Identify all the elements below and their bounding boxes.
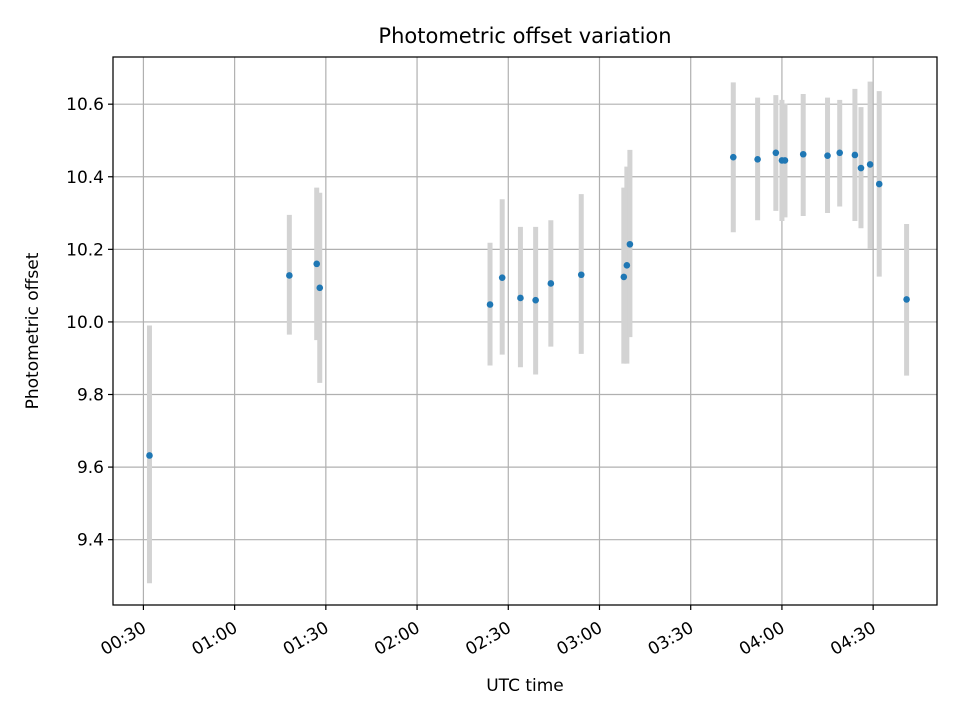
data-point — [486, 301, 494, 308]
data-point — [866, 161, 874, 168]
y-tick-label: 9.4 — [77, 531, 104, 551]
plot-frame — [112, 56, 938, 606]
data-point — [799, 150, 807, 158]
data-point — [498, 274, 506, 281]
y-tick-label: 10.2 — [66, 240, 104, 260]
data-point — [781, 157, 789, 164]
y-tick-label: 10.4 — [66, 168, 104, 188]
data-point — [623, 262, 631, 269]
data-point — [313, 260, 321, 268]
data-point — [903, 296, 910, 303]
y-tick-label: 10.0 — [66, 313, 104, 333]
y-tick-label: 9.6 — [77, 458, 104, 478]
data-point — [620, 273, 628, 281]
chart-title: Photometric offset variation — [378, 24, 671, 48]
data-point — [851, 151, 859, 159]
data-point — [729, 153, 737, 161]
data-point — [146, 452, 153, 459]
y-axis-title: Photometric offset — [23, 252, 43, 409]
data-point — [316, 284, 324, 292]
point-layer — [146, 149, 910, 459]
data-point — [286, 272, 293, 279]
data-point — [626, 240, 634, 248]
data-point — [547, 280, 555, 287]
data-point — [577, 271, 585, 279]
y-tick-label: 9.8 — [77, 386, 104, 406]
data-point — [836, 149, 844, 157]
data-point — [824, 152, 831, 160]
x-axis-title: UTC time — [486, 676, 564, 696]
data-point — [517, 294, 524, 302]
data-point — [857, 164, 865, 172]
data-point — [532, 296, 539, 304]
data-point — [772, 149, 780, 157]
data-point — [875, 180, 883, 188]
y-tick-label: 10.6 — [66, 95, 104, 115]
data-point — [754, 156, 761, 163]
